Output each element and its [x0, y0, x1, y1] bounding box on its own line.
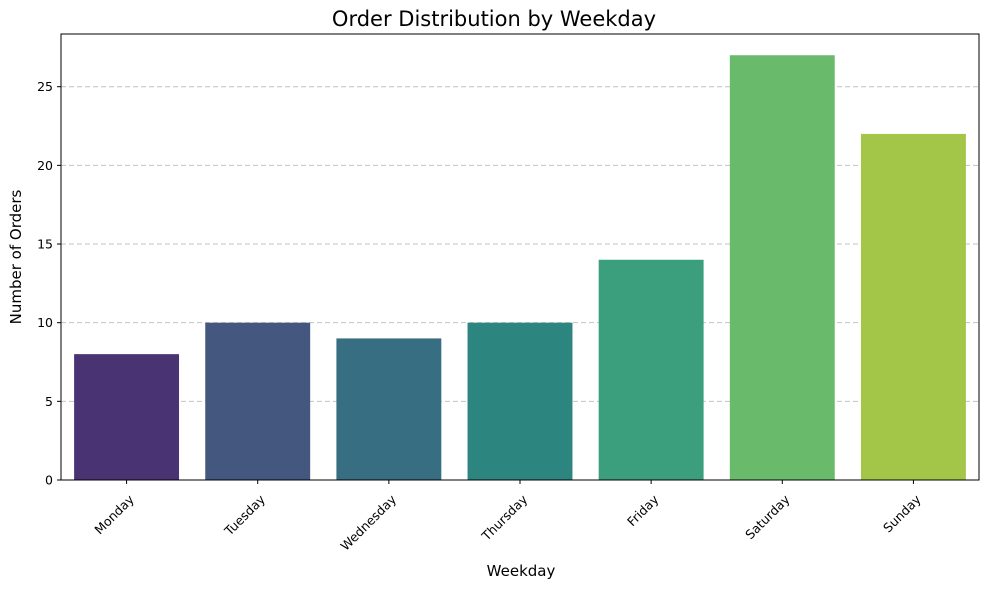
y-tick-label-3: 15	[37, 237, 53, 252]
bar-monday	[74, 354, 180, 480]
y-axis-ticks: 0 5 10 15 20 25	[37, 79, 61, 488]
bar-thursday	[467, 322, 573, 480]
y-tick-label-5: 25	[37, 79, 53, 94]
x-tick-label-saturday: Saturday	[742, 491, 793, 542]
x-tick-label-monday: Monday	[91, 491, 137, 537]
x-tick-label-sunday: Sunday	[880, 491, 924, 535]
bar-saturday	[729, 55, 835, 480]
bar-tuesday	[205, 322, 311, 480]
y-tick-label-2: 10	[37, 315, 53, 330]
y-tick-label-0: 0	[45, 473, 53, 488]
y-tick-label-1: 5	[45, 394, 53, 409]
x-axis-ticks: Monday Tuesday Wednesday Thursday Friday Satu…	[91, 480, 924, 553]
chart-title: Order Distribution by Weekday	[332, 7, 656, 31]
x-tick-label-friday: Friday	[624, 491, 662, 529]
x-tick-label-wednesday: Wednesday	[337, 491, 399, 553]
bars	[74, 55, 966, 480]
bar-friday	[598, 259, 704, 480]
y-axis-label: Number of Orders	[7, 189, 25, 324]
y-tick-label-4: 20	[37, 158, 53, 173]
bar-sunday	[860, 133, 966, 480]
x-tick-label-thursday: Thursday	[478, 491, 531, 544]
bar-wednesday	[336, 338, 442, 480]
x-tick-label-tuesday: Tuesday	[221, 491, 269, 539]
x-axis-label: Weekday	[487, 562, 556, 580]
